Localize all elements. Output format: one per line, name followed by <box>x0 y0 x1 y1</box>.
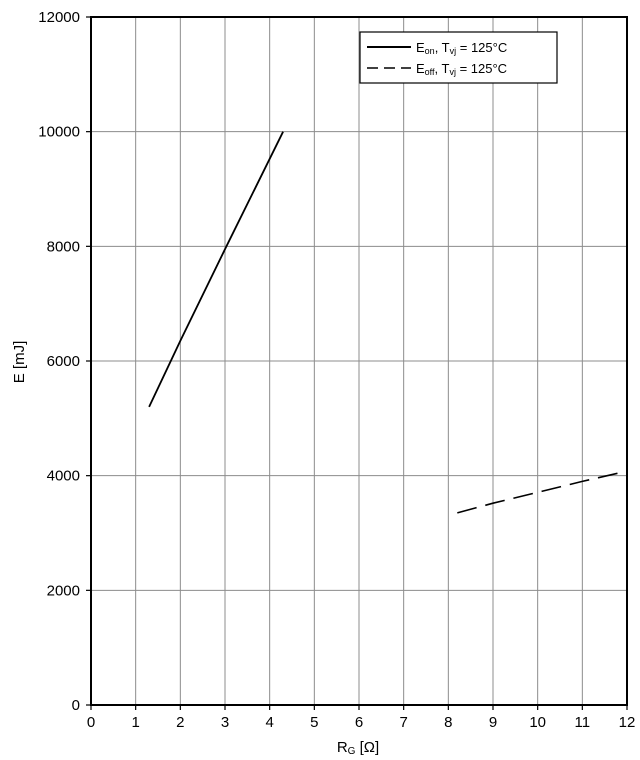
y-tick-label: 2000 <box>47 582 80 599</box>
legend-label-eon: Eon, Tvj = 125°C <box>416 40 507 56</box>
y-tick-label: 0 <box>72 697 80 714</box>
y-tick-label: 8000 <box>47 238 80 255</box>
y-tick-label: 6000 <box>47 353 80 370</box>
x-tick-label: 10 <box>529 714 546 731</box>
x-axis-title-unit: [Ω] <box>355 739 379 756</box>
x-tick-label: 2 <box>176 714 184 731</box>
x-tick-label: 8 <box>444 714 452 731</box>
x-tick-label: 6 <box>355 714 363 731</box>
x-tick-label: 11 <box>575 714 591 731</box>
y-tick-label: 10000 <box>38 124 80 141</box>
x-axis-title-sub: G <box>348 746 356 757</box>
x-tick-label: 3 <box>221 714 229 731</box>
legend-label-eoff: Eoff, Tvj = 125°C <box>416 61 507 77</box>
series-line-eoff <box>457 470 628 514</box>
tick-layer: 0 1 2 3 4 5 6 7 8 9 10 11 12020004000600080001000012… <box>38 9 635 731</box>
legend-box <box>359 31 558 84</box>
y-axis-title: E [mJ] <box>11 341 28 384</box>
x-tick-label: 0 <box>87 714 95 731</box>
x-tick-label: 7 <box>399 714 407 731</box>
x-tick-label: 9 <box>489 714 497 731</box>
series-layer <box>148 131 628 514</box>
y-tick-label: 4000 <box>47 468 80 485</box>
x-tick-label: 4 <box>265 714 273 731</box>
series-line-eon <box>148 131 284 408</box>
x-tick-label: 1 <box>131 714 139 731</box>
legend: Eon, Tvj = 125°C Eoff, Tvj = 125°C <box>359 31 558 84</box>
x-tick-label: 5 <box>310 714 318 731</box>
y-tick-label: 12000 <box>38 9 80 26</box>
x-tick-label: 12 <box>619 714 636 731</box>
x-axis-title: RG [Ω] <box>337 739 379 757</box>
x-axis-title-main: R <box>337 739 348 756</box>
